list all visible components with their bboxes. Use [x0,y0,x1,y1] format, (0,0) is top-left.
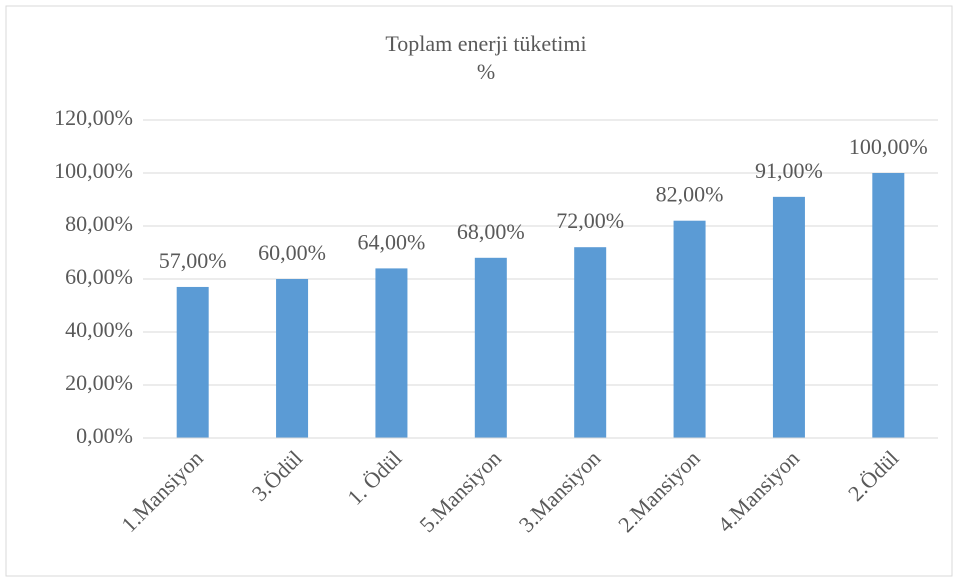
value-label: 82,00% [656,182,724,207]
chart-subtitle: % [477,59,495,84]
y-tick-label: 100,00% [54,158,133,183]
value-label: 60,00% [258,240,326,265]
y-tick-label: 60,00% [65,264,133,289]
value-label: 100,00% [849,134,928,159]
bar [574,247,607,438]
bar [872,173,905,438]
value-label: 91,00% [755,158,823,183]
y-tick-label: 40,00% [65,317,133,342]
bar [772,196,805,438]
y-tick-label: 0,00% [76,423,133,448]
bar [276,279,309,438]
bar [474,257,507,438]
value-label: 72,00% [556,208,624,233]
chart-title: Toplam enerji tüketimi [385,31,586,56]
value-label: 57,00% [159,248,227,273]
y-tick-label: 80,00% [65,211,133,236]
value-label: 64,00% [358,229,426,254]
bar [375,268,408,438]
y-tick-label: 120,00% [54,105,133,130]
y-tick-label: 20,00% [65,370,133,395]
value-label: 68,00% [457,219,525,244]
bar [176,286,209,438]
bar [673,220,706,438]
